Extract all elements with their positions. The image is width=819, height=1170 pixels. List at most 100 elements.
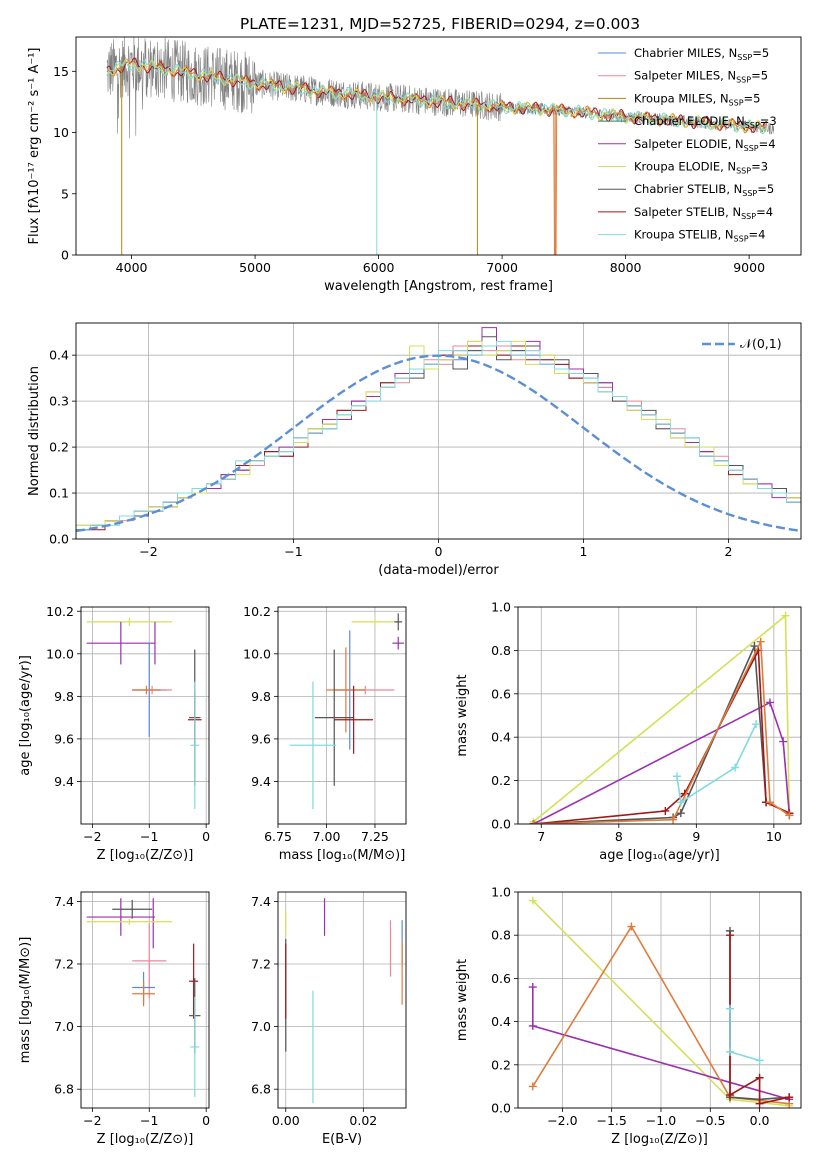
y-tick-label: 15 xyxy=(53,64,69,79)
axes-frame xyxy=(75,322,802,540)
series-marker xyxy=(669,815,678,824)
panel-age-vs-mass: 6.75 7.00 7.25 9.4 9.6 9.8 10.0 10.2 mass [log₁₀… xyxy=(243,604,407,863)
x-tick-label: −2 xyxy=(83,1113,101,1128)
y-tick-label: 5 xyxy=(61,186,69,201)
legend-sub: SSP xyxy=(737,53,752,62)
legend-sub: SSP xyxy=(742,189,757,198)
series-marker xyxy=(672,772,681,781)
figure-title: PLATE=1231, MJD=52725, FIBERID=0294, z=0… xyxy=(240,15,640,33)
x-axis-label: age [log₁₀(age/yr)] xyxy=(599,848,720,863)
series-marker xyxy=(529,820,538,824)
x-tick-label: −2 xyxy=(83,829,101,844)
plot-area xyxy=(106,37,775,255)
x-axis-label: wavelength [Angstrom, rest frame] xyxy=(324,279,553,294)
legend-entry: Salpeter ELODIE, NSSP=4 xyxy=(634,137,776,153)
x-tick-label: −1 xyxy=(140,1113,158,1128)
series-marker xyxy=(755,1056,764,1065)
legend-sub: SSP xyxy=(729,98,744,107)
y-tick-label: 0.0 xyxy=(491,1101,511,1116)
y-tick-label: 7.4 xyxy=(54,894,74,909)
x-tick-label: 7000 xyxy=(486,260,518,275)
legend-value: =5 xyxy=(751,69,768,83)
x-tick-label: 0.00 xyxy=(272,1113,300,1128)
legend-entry: Salpeter MILES, NSSP=5 xyxy=(634,69,768,85)
legend-value: =5 xyxy=(757,182,774,196)
legend-value: =5 xyxy=(744,91,761,105)
y-tick-label: 0.4 xyxy=(49,348,69,363)
series-marker xyxy=(781,611,790,620)
x-axis-label: Z [log₁₀(Z/Z⊙)] xyxy=(97,848,194,863)
x-tick-label: 6.75 xyxy=(264,829,292,844)
x-tick-label: 0 xyxy=(202,829,210,844)
x-tick-label: −2 xyxy=(139,544,157,559)
series-marker xyxy=(528,983,537,992)
plot-area xyxy=(528,896,794,1108)
series-marker xyxy=(785,1093,794,1102)
plot-area xyxy=(86,898,201,1098)
x-tick-label: 7.00 xyxy=(313,829,341,844)
observed-spectrum xyxy=(106,37,775,139)
x-tick-label: −1 xyxy=(140,829,158,844)
y-tick-label: 0.1 xyxy=(49,486,69,501)
y-tick-label: 9.4 xyxy=(54,774,74,789)
series-marker xyxy=(528,896,537,905)
legend-sub: SSP xyxy=(734,235,749,244)
x-tick-label: 0 xyxy=(202,1113,210,1128)
series-marker xyxy=(731,763,740,772)
x-tick-label: 8 xyxy=(615,829,623,844)
x-tick-label: 2 xyxy=(725,544,733,559)
x-axis-label: Z [log₁₀(Z/Z⊙)] xyxy=(97,1132,194,1147)
legend-text: Chabrier ELODIE, N xyxy=(634,114,745,128)
series-marker xyxy=(528,1021,537,1030)
y-tick-label: 0.0 xyxy=(491,817,511,832)
y-tick-label: 9.6 xyxy=(54,731,74,746)
legend-value: =3 xyxy=(751,160,768,174)
y-tick-label: 9.8 xyxy=(54,689,74,704)
legend-value: =4 xyxy=(759,137,776,151)
x-tick-label: 9 xyxy=(692,829,700,844)
legend-value: =3 xyxy=(760,114,777,128)
y-tick-label: 0.0 xyxy=(49,532,69,547)
y-tick-label: 9.4 xyxy=(251,774,271,789)
axes-frame xyxy=(80,891,210,1109)
panel-age-vs-Z: −2 −1 0 9.4 9.6 9.8 10.0 10.2 Z [log₁₀(Z/Z⊙)] age… xyxy=(18,604,210,863)
y-axis-label: mass weight xyxy=(455,959,470,1041)
y-tick-label: 1.0 xyxy=(491,885,511,900)
y-tick-label: 7.2 xyxy=(54,957,74,972)
histogram-chabrier-miles xyxy=(76,345,801,539)
x-tick-label: 1 xyxy=(580,544,588,559)
legend-text: Kroupa ELODIE, N xyxy=(634,160,736,174)
y-tick-label: 7.0 xyxy=(251,1019,271,1034)
y-axis-label: mass weight xyxy=(455,674,470,756)
legend-entry: Kroupa STELIB, NSSP=4 xyxy=(634,228,765,244)
y-tick-label: 10 xyxy=(53,125,69,140)
axes-frame xyxy=(277,606,407,825)
legend-text: Salpeter MILES, N xyxy=(634,69,736,83)
series-marker xyxy=(726,1047,735,1056)
series-marker xyxy=(785,811,794,820)
legend-entry: Chabrier MILES, NSSP=5 xyxy=(634,46,769,62)
series-marker xyxy=(528,1082,537,1091)
x-tick-label: 0 xyxy=(435,544,443,559)
y-tick-label: 7.0 xyxy=(54,1019,74,1034)
x-axis-label: mass [log₁₀(M/M⊙)] xyxy=(279,848,406,863)
series-marker xyxy=(726,1004,735,1013)
x-tick-label: 4000 xyxy=(116,260,148,275)
y-tick-label: 7.2 xyxy=(251,957,271,972)
x-tick-label: −2.0 xyxy=(547,1113,577,1128)
legend-entry: Chabrier STELIB, NSSP=5 xyxy=(634,182,774,198)
x-tick-label: 8000 xyxy=(610,260,642,275)
axes-frame xyxy=(517,606,802,825)
legend-sub: SSP xyxy=(745,121,760,130)
legend-entry: Salpeter STELIB, NSSP=4 xyxy=(634,205,773,221)
x-tick-label: 7.25 xyxy=(361,829,389,844)
series-marker xyxy=(726,1091,735,1100)
normal-curve xyxy=(76,354,799,533)
legend-sub: SSP xyxy=(736,76,751,85)
plot-area xyxy=(289,613,405,810)
x-tick-label: 0.0 xyxy=(750,1113,770,1128)
panel-spectrum: 4000 5000 6000 7000 8000 9000 0 5 10 15 wavelength… xyxy=(27,36,802,294)
panel-residuals: −2 −1 0 1 2 0.0 0.1 0.2 0.3 0.4 (data-model)/error… xyxy=(27,322,802,578)
model-spectrum xyxy=(106,60,768,135)
